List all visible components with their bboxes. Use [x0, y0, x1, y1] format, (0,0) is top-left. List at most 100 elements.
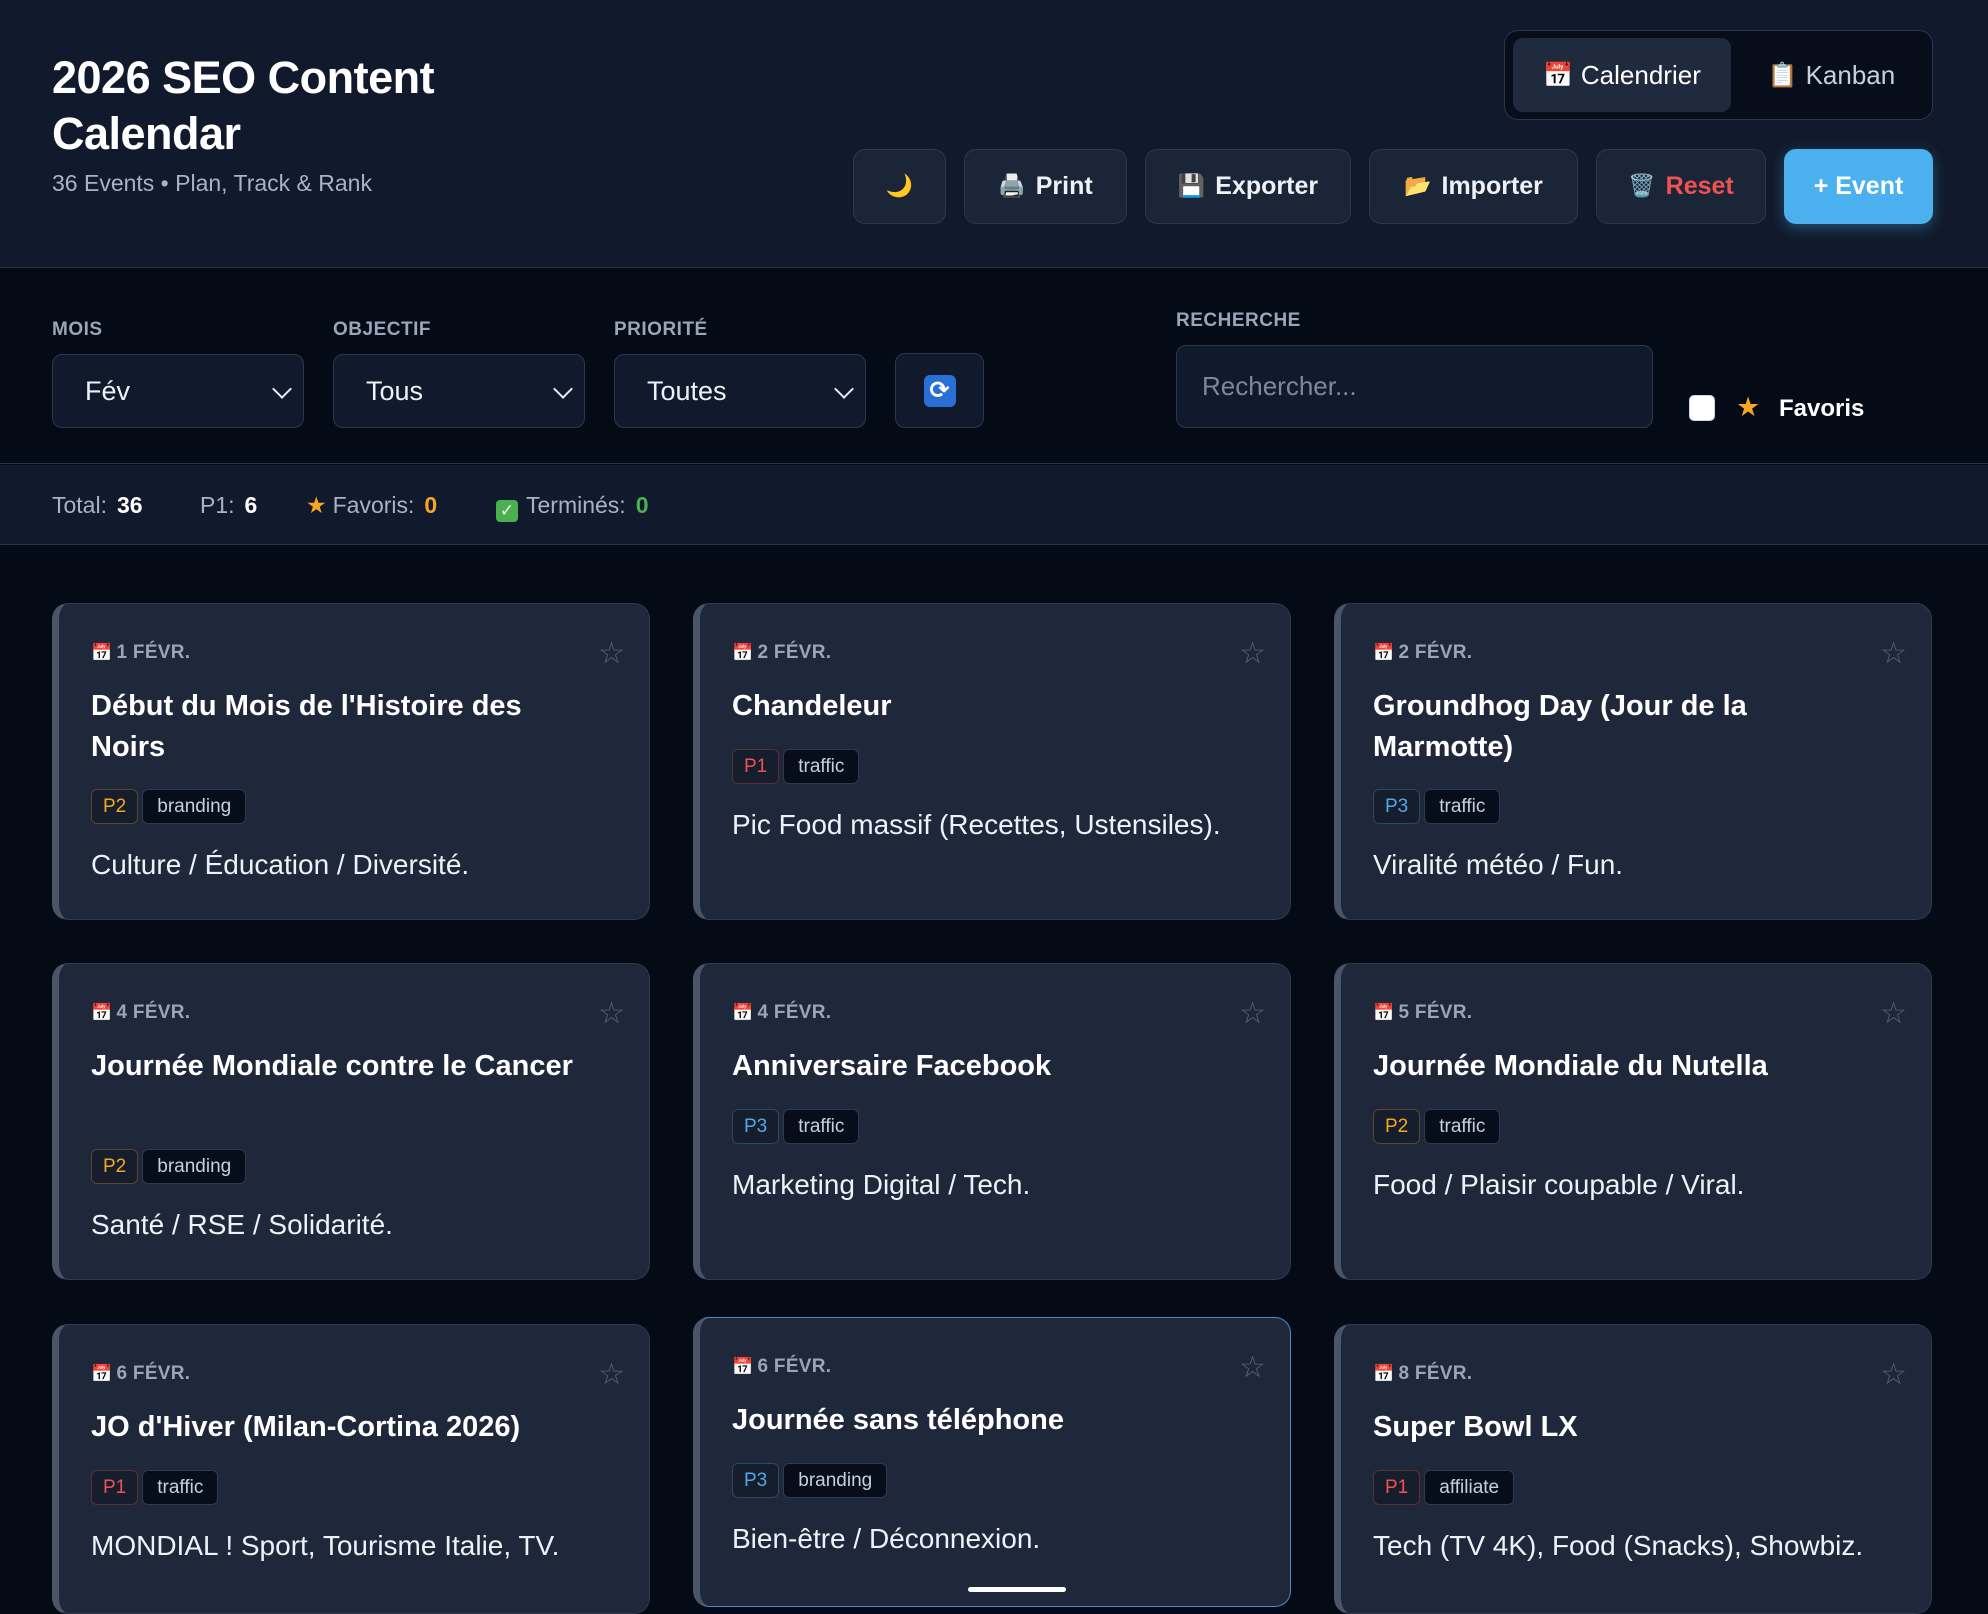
month-filter-label: MOIS	[52, 319, 103, 340]
import-label: Importer	[1441, 172, 1543, 200]
kanban-view-button[interactable]: 📋 Kanban	[1739, 38, 1924, 112]
priority-badge: P3	[732, 1463, 780, 1498]
priority-filter-label: PRIORITÉ	[614, 319, 708, 340]
event-description: Culture / Éducation / Diversité.	[91, 849, 470, 880]
scroll-indicator[interactable]	[968, 1587, 1066, 1592]
objective-badge: traffic	[783, 1109, 860, 1144]
app-header: 2026 SEO Content Calendar 36 Events • Pl…	[0, 0, 1988, 268]
objective-select[interactable]: Tous	[333, 354, 585, 428]
stat-done-label: Terminés:	[526, 492, 626, 518]
reset-button[interactable]: 🗑️ Reset	[1596, 149, 1766, 224]
stat-done-value: 0	[635, 492, 649, 518]
add-event-button[interactable]: + Event	[1784, 149, 1933, 224]
chevron-down-icon	[553, 379, 573, 399]
event-date: 📅 2 FÉVR.	[732, 642, 831, 664]
favorite-star-icon[interactable]: ☆	[1880, 996, 1907, 1031]
event-card[interactable]: 📅 6 FÉVR. ☆ JO d'Hiver (Milan-Cortina 202…	[52, 1324, 650, 1614]
objective-badge: traffic	[142, 1470, 219, 1505]
event-card[interactable]: 📅 2 FÉVR. ☆ Chandeleur P1 traffic Pic Foo…	[693, 603, 1291, 920]
month-select-value: Fév	[85, 375, 131, 406]
month-select[interactable]: Fév	[52, 354, 304, 428]
event-title: Journée sans téléphone	[732, 1404, 1064, 1436]
favorite-star-icon[interactable]: ☆	[1880, 636, 1907, 671]
priority-badge: P3	[1373, 789, 1421, 824]
view-toggle: 📅 Calendrier 📋 Kanban	[1504, 30, 1933, 120]
page-subtitle: 36 Events • Plan, Track & Rank	[52, 170, 372, 196]
priority-select-value: Toutes	[647, 375, 727, 406]
favorite-star-icon[interactable]: ☆	[598, 636, 625, 671]
event-card[interactable]: 📅 4 FÉVR. ☆ Journée Mondiale contre le Ca…	[52, 963, 650, 1280]
objective-badge: traffic	[1424, 789, 1501, 824]
event-card[interactable]: 📅 2 FÉVR. ☆ Groundhog Day (Jour de la Mar…	[1334, 603, 1932, 920]
event-date: 📅 6 FÉVR.	[91, 1363, 190, 1385]
calendar-icon: 📅	[732, 1357, 754, 1377]
event-date: 📅 4 FÉVR.	[91, 1002, 190, 1024]
event-title: Anniversaire Facebook	[732, 1050, 1052, 1082]
chevron-down-icon	[272, 379, 292, 399]
event-description: Food / Plaisir coupable / Viral.	[1373, 1169, 1745, 1200]
stat-total: Total: 36	[52, 492, 143, 519]
event-date-text: 4 FÉVR.	[757, 1002, 832, 1023]
event-tags: P1 traffic	[732, 749, 860, 784]
calendar-icon: 📅	[732, 643, 754, 663]
stat-done: ✓ Terminés: 0	[496, 492, 649, 522]
event-date: 📅 8 FÉVR.	[1373, 1363, 1472, 1385]
event-title: Super Bowl LX	[1373, 1411, 1578, 1443]
checkmark-icon: ✓	[496, 500, 518, 522]
print-button[interactable]: 🖨️ Print	[964, 149, 1127, 224]
export-label: Exporter	[1215, 172, 1319, 200]
event-date: 📅 2 FÉVR.	[1373, 642, 1472, 664]
refresh-filters-button[interactable]: ⟳	[895, 353, 984, 428]
calendar-view-button[interactable]: 📅 Calendrier	[1513, 38, 1731, 112]
search-label: RECHERCHE	[1176, 310, 1301, 331]
export-button[interactable]: 💾 Exporter	[1145, 149, 1351, 224]
event-description: Tech (TV 4K), Food (Snacks), Showbiz.	[1373, 1530, 1864, 1561]
stat-favorites-label: Favoris:	[332, 492, 415, 518]
event-card[interactable]: 📅 4 FÉVR. ☆ Anniversaire Facebook P3 traf…	[693, 963, 1291, 1280]
event-tags: P3 branding	[732, 1463, 888, 1498]
event-title: Début du Mois de l'Histoire des Noirs	[91, 690, 522, 763]
calendar-icon: 📅	[1373, 1364, 1395, 1384]
stat-total-label: Total:	[52, 492, 107, 518]
priority-badge: P1	[1373, 1470, 1421, 1505]
event-card[interactable]: 📅 5 FÉVR. ☆ Journée Mondiale du Nutella P…	[1334, 963, 1932, 1280]
kanban-view-label: Kanban	[1805, 59, 1896, 90]
event-tags: P3 traffic	[732, 1109, 860, 1144]
event-title: JO d'Hiver (Milan-Cortina 2026)	[91, 1411, 521, 1443]
objective-badge: affiliate	[1424, 1470, 1515, 1505]
event-tags: P3 traffic	[1373, 789, 1501, 824]
event-description: MONDIAL ! Sport, Tourisme Italie, TV.	[91, 1530, 560, 1561]
event-date: 📅 1 FÉVR.	[91, 642, 190, 664]
event-tags: P1 traffic	[91, 1470, 219, 1505]
priority-select[interactable]: Toutes	[614, 354, 866, 428]
stat-favorites-value: 0	[424, 492, 438, 518]
event-description: Viralité météo / Fun.	[1373, 849, 1624, 880]
save-icon: 💾	[1177, 174, 1206, 199]
event-card[interactable]: 📅 6 FÉVR. ☆ Journée sans téléphone P3 bra…	[693, 1317, 1291, 1607]
trash-icon: 🗑️	[1628, 174, 1656, 199]
event-card[interactable]: 📅 8 FÉVR. ☆ Super Bowl LX P1 affiliate Te…	[1334, 1324, 1932, 1614]
favorite-star-icon[interactable]: ☆	[1239, 996, 1266, 1031]
folder-icon: 📂	[1404, 174, 1432, 199]
favorite-star-icon[interactable]: ☆	[1239, 1350, 1266, 1385]
event-date-text: 5 FÉVR.	[1398, 1002, 1473, 1023]
favorite-star-icon[interactable]: ☆	[1239, 636, 1266, 671]
refresh-icon: ⟳	[923, 374, 956, 407]
favorite-star-icon[interactable]: ☆	[598, 996, 625, 1031]
event-date-text: 6 FÉVR.	[757, 1356, 832, 1377]
favorite-star-icon[interactable]: ☆	[1880, 1357, 1907, 1392]
objective-badge: traffic	[1424, 1109, 1501, 1144]
page-title: 2026 SEO Content Calendar	[52, 52, 435, 159]
objective-badge: branding	[783, 1463, 888, 1498]
search-input[interactable]	[1176, 345, 1653, 428]
event-card[interactable]: 📅 1 FÉVR. ☆ Début du Mois de l'Histoire d…	[52, 603, 650, 920]
event-title: Chandeleur	[732, 690, 892, 722]
chevron-down-icon	[834, 379, 854, 399]
stat-total-value: 36	[116, 492, 143, 518]
favorite-star-icon[interactable]: ☆	[598, 1357, 625, 1392]
event-date: 📅 5 FÉVR.	[1373, 1002, 1472, 1024]
theme-toggle-button[interactable]: 🌙	[853, 149, 946, 224]
favorites-checkbox[interactable]	[1689, 395, 1715, 421]
priority-badge: P1	[732, 749, 780, 784]
import-button[interactable]: 📂 Importer	[1369, 149, 1578, 224]
